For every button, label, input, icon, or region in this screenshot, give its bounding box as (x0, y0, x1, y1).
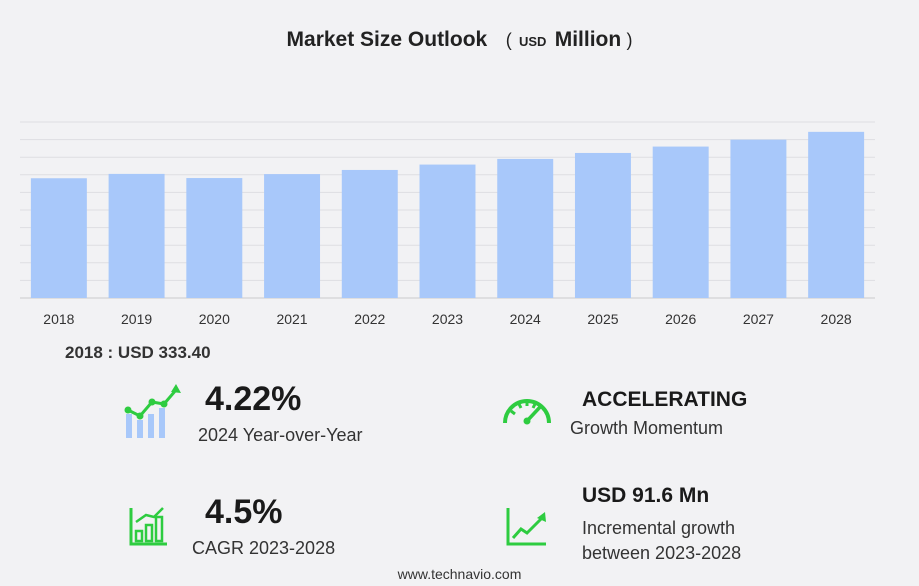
bar-2020 (186, 178, 243, 298)
cagr-value: 4.5% (205, 493, 283, 531)
unit-scale: Million (554, 28, 622, 51)
x-tick-label-2026: 2026 (665, 311, 696, 327)
yoy-stat: 4.22% (205, 380, 301, 419)
unit-currency: USD (518, 34, 547, 49)
chart-x-labels: 2018 2019 2020 2021 2022 2023 2024 2025 2026 2027… (43, 311, 852, 327)
cagr-caption: CAGR 2023-2028 (192, 538, 336, 558)
bar-2021 (264, 174, 321, 298)
bar-trend-icon (122, 384, 182, 445)
chart-bars (30, 131, 865, 298)
x-tick-label-2018: 2018 (43, 311, 74, 327)
x-tick-label-2020: 2020 (199, 311, 230, 327)
speedometer-icon (500, 393, 554, 432)
baseline-value: 2018 : USD 333.40 (65, 343, 211, 362)
bar-2025 (574, 152, 631, 298)
bar-2023 (419, 164, 476, 298)
line-chart-growth-icon (505, 505, 549, 552)
bar-2028 (808, 131, 865, 298)
yoy-value: 4.22% (205, 380, 302, 418)
incremental-caption-line2: between 2023-2028 (582, 543, 742, 563)
x-tick-label-2024: 2024 (510, 311, 541, 327)
source-footer: www.technavio.com (397, 566, 522, 582)
x-tick-label-2022: 2022 (354, 311, 385, 327)
bar-2026 (652, 146, 709, 298)
chart-title: Market Size Outlook ( USD Million ) (0, 28, 919, 52)
bar-2018 (30, 178, 87, 298)
x-tick-label-2021: 2021 (276, 311, 307, 327)
unit-close-paren: ) (626, 30, 633, 50)
bar-chart-growth-icon (128, 505, 170, 552)
bar-2027 (730, 139, 787, 298)
momentum-caption: Growth Momentum (570, 418, 724, 438)
x-tick-label-2019: 2019 (121, 311, 152, 327)
bar-chart: 2018 2019 2020 2021 2022 2023 2024 2025 2026 2027… (20, 121, 875, 327)
x-tick-label-2027: 2027 (743, 311, 774, 327)
bar-2022 (341, 169, 398, 298)
x-tick-label-2025: 2025 (587, 311, 618, 327)
x-tick-label-2028: 2028 (821, 311, 852, 327)
bar-2024 (497, 158, 554, 298)
unit-open-paren: ( (505, 30, 512, 50)
chart-title-text: Market Size Outlook (286, 28, 488, 51)
incremental-caption-line1: Incremental growth (582, 518, 736, 538)
chart-unit: ( USD Million ) (505, 28, 633, 51)
yoy-caption: 2024 Year-over-Year (198, 425, 363, 445)
momentum-value: ACCELERATING (582, 388, 748, 411)
bar-2019 (108, 173, 165, 298)
incremental-value: USD 91.6 Mn (582, 484, 710, 507)
x-tick-label-2023: 2023 (432, 311, 463, 327)
